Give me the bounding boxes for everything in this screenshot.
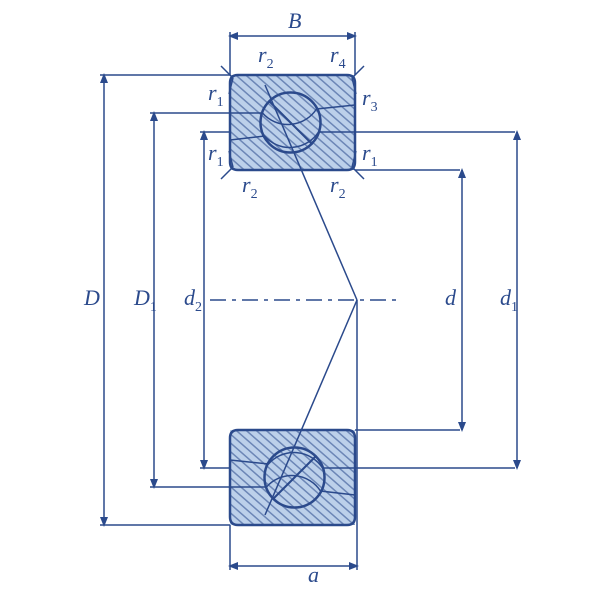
label-D: D	[83, 285, 100, 310]
label-a: a	[308, 562, 319, 587]
label-B: B	[288, 8, 301, 33]
label-r2_bl: r2	[242, 172, 258, 202]
label-r1_bl: r1	[208, 140, 224, 170]
label-r1_br: r1	[362, 140, 378, 170]
label-d2: d2	[184, 285, 202, 315]
label-r1_tl: r1	[208, 80, 224, 110]
label-r2_tl: r2	[258, 42, 274, 72]
label-r3_tr: r3	[362, 85, 378, 115]
label-r4_tr: r4	[330, 42, 346, 72]
label-d: d	[445, 285, 457, 310]
bearing-cross-section-diagram: BDD1d2dd1ar1r2r4r3r1r2r2r1	[0, 0, 600, 600]
label-d1: d1	[500, 285, 518, 315]
label-r2_br: r2	[330, 172, 346, 202]
